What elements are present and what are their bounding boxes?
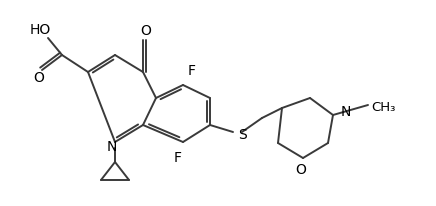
Text: CH₃: CH₃	[371, 101, 395, 114]
Text: S: S	[238, 128, 247, 142]
Text: F: F	[174, 151, 182, 165]
Text: O: O	[34, 71, 44, 85]
Text: O: O	[296, 163, 307, 177]
Text: O: O	[140, 24, 151, 38]
Text: N: N	[107, 140, 117, 154]
Text: N: N	[341, 105, 351, 119]
Text: HO: HO	[29, 23, 51, 37]
Text: F: F	[188, 64, 196, 78]
